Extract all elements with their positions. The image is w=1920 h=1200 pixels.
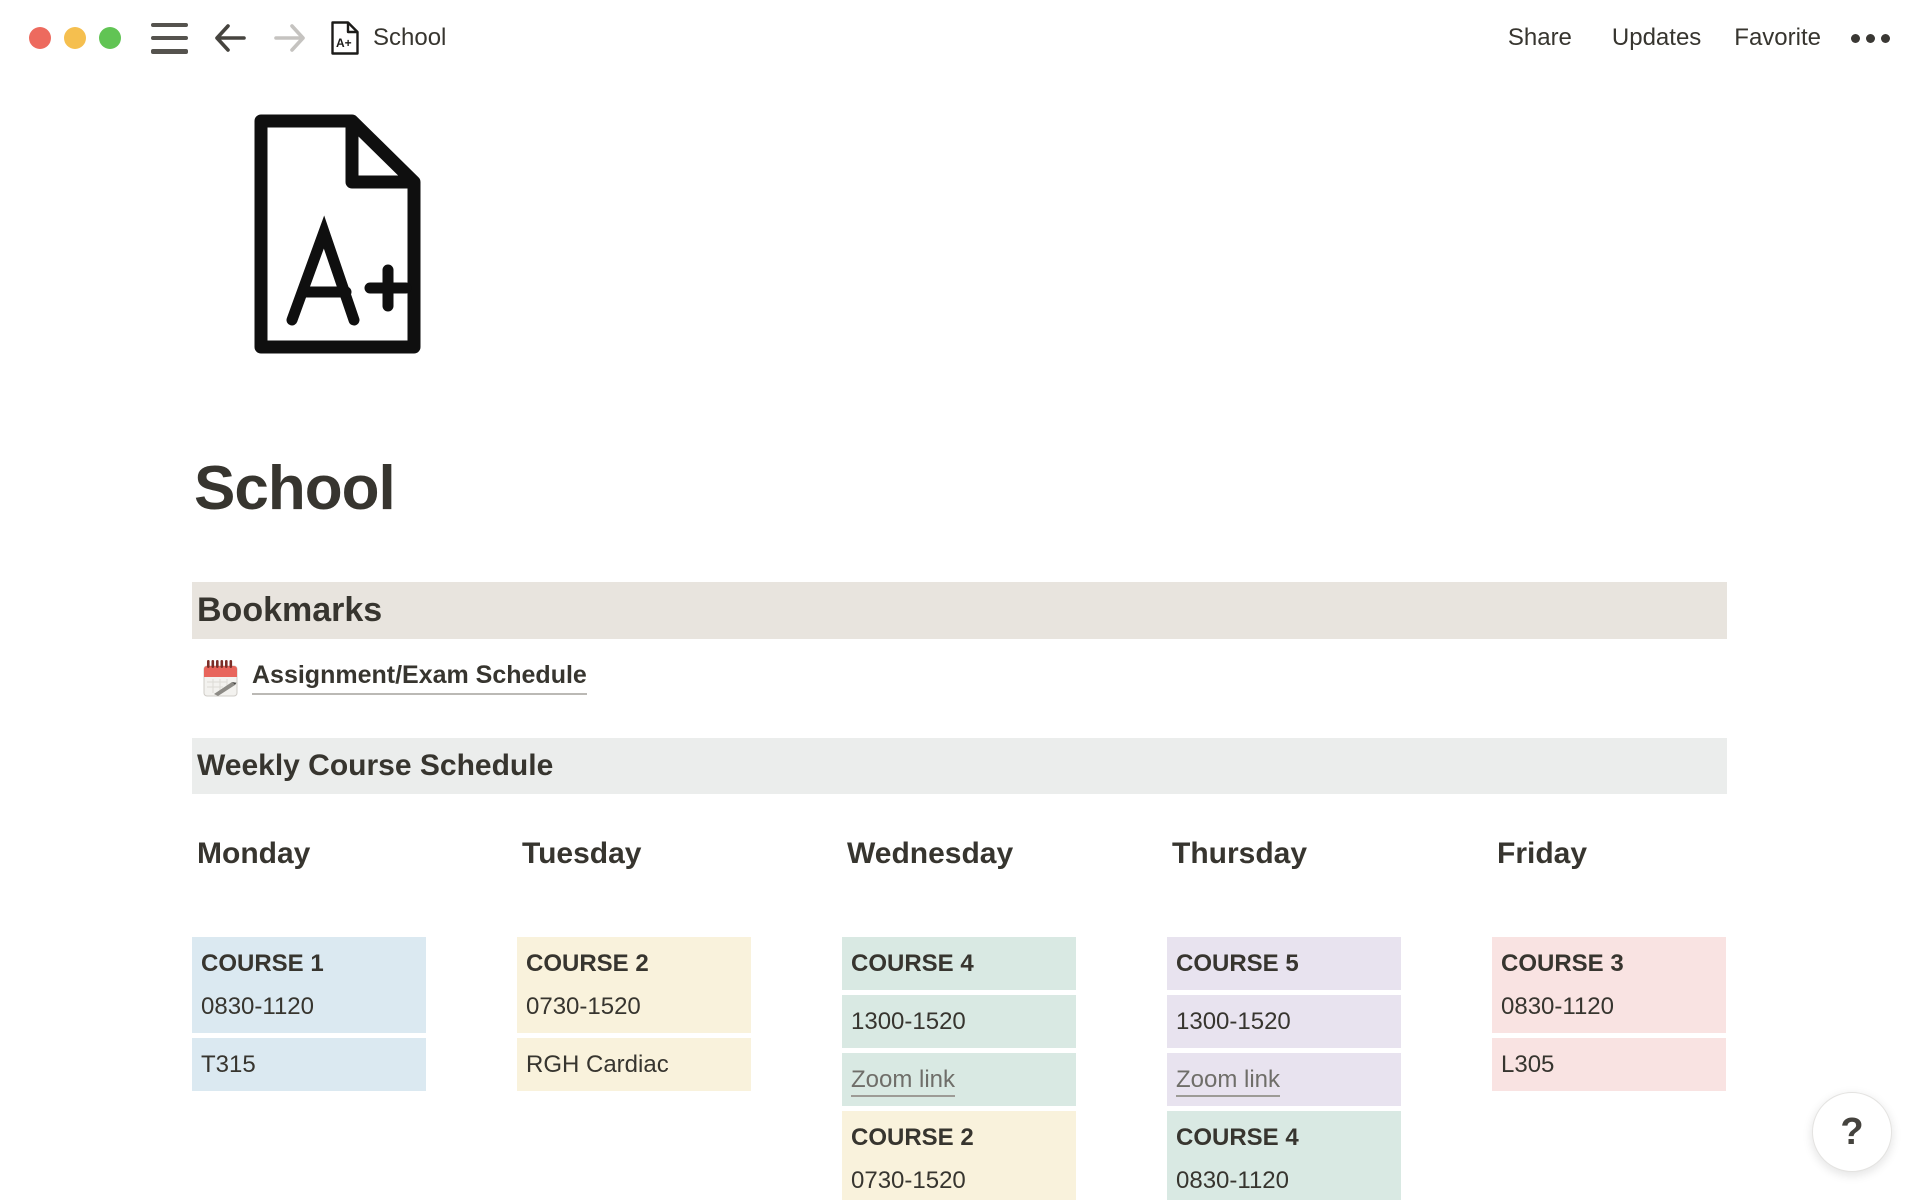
course-block: COURSE 4 0830-1120 [1167,1111,1401,1200]
day-header: Thursday [1172,837,1308,870]
day-column-tuesday: Tuesday COURSE 2 0730-1520 RGH Cardiac [517,836,751,1091]
course-block: COURSE 5 [1167,937,1401,990]
day-column-thursday: Thursday COURSE 5 1300-1520 Zoom link CO… [1167,836,1401,1200]
help-question-icon: ? [1840,1110,1864,1153]
course-block: COURSE 2 0730-1520 [842,1111,1076,1200]
course-zoom-block: Zoom link [1167,1053,1401,1106]
course-title: COURSE 4 [1176,1124,1299,1151]
help-button[interactable]: ? [1812,1092,1892,1172]
course-block: COURSE 4 [842,937,1076,990]
forward-arrow-icon[interactable] [272,20,308,56]
course-block: COURSE 3 0830-1120 [1492,937,1726,1033]
more-options-icon[interactable] [1851,33,1890,43]
maximize-window-button[interactable] [99,27,121,49]
page-title[interactable]: School [194,454,396,523]
course-location: L305 [1501,1051,1555,1078]
day-column-monday: Monday COURSE 1 0830-1120 T315 [192,836,426,1091]
zoom-link[interactable]: Zoom link [1176,1066,1281,1097]
day-column-friday: Friday COURSE 3 0830-1120 L305 [1492,836,1726,1091]
course-title: COURSE 4 [851,950,974,977]
course-title: COURSE 2 [851,1124,974,1151]
course-time-block: 1300-1520 [842,995,1076,1048]
zoom-link[interactable]: Zoom link [851,1066,956,1097]
course-time: 1300-1520 [1176,1008,1291,1035]
course-time: 0830-1120 [1501,993,1614,1020]
top-bar: A+ School Share Updates Favorite [0,0,1920,76]
page-icon-exam-paper[interactable] [248,110,427,358]
course-block: COURSE 2 0730-1520 [517,937,751,1033]
course-zoom-block: Zoom link [842,1053,1076,1106]
share-button[interactable]: Share [1507,24,1572,51]
course-title: COURSE 2 [526,950,649,977]
minimize-window-button[interactable] [64,27,86,49]
favorite-button[interactable]: Favorite [1734,24,1821,51]
back-arrow-icon[interactable] [212,20,248,56]
course-time: 0730-1520 [526,993,641,1020]
course-location-block: RGH Cardiac [517,1038,751,1091]
course-location-block: L305 [1492,1038,1726,1091]
sidebar-menu-icon[interactable] [151,22,188,54]
day-header: Tuesday [522,837,642,870]
a-plus-glyph [286,215,412,326]
top-bar-actions: Share Updates Favorite [1508,0,1890,76]
bookmarks-heading: Bookmarks [197,591,383,629]
window-controls [29,27,121,49]
course-time: 0830-1120 [1176,1167,1289,1194]
day-header: Monday [197,837,311,870]
updates-button[interactable]: Updates [1611,24,1702,51]
breadcrumb-page-title: School [373,24,447,51]
day-header: Wednesday [847,837,1014,870]
weekly-heading: Weekly Course Schedule [197,749,554,782]
course-location: RGH Cardiac [526,1051,669,1078]
spiral-calendar-icon [203,660,238,697]
weekly-section-header: Weekly Course Schedule [192,738,1727,794]
course-title: COURSE 3 [1501,950,1624,977]
close-window-button[interactable] [29,27,51,49]
breadcrumb[interactable]: A+ School [330,20,446,56]
day-column-wednesday: Wednesday COURSE 4 1300-1520 Zoom link C… [842,836,1076,1200]
course-location: T315 [201,1051,256,1078]
course-time: 0730-1520 [851,1167,966,1194]
bookmarks-section-header: Bookmarks [192,582,1727,639]
svg-text:A+: A+ [336,36,352,50]
course-time: 0830-1120 [201,993,314,1020]
course-block: COURSE 1 0830-1120 [192,937,426,1033]
bookmark-row: Assignment/Exam Schedule [202,658,587,698]
course-time-block: 1300-1520 [1167,995,1401,1048]
course-time: 1300-1520 [851,1008,966,1035]
bookmark-link-assignment-exam-schedule[interactable]: Assignment/Exam Schedule [252,661,587,695]
course-title: COURSE 5 [1176,950,1299,977]
day-header: Friday [1497,837,1588,870]
course-title: COURSE 1 [201,950,324,977]
page-doc-icon: A+ [331,21,359,55]
course-location-block: T315 [192,1038,426,1091]
